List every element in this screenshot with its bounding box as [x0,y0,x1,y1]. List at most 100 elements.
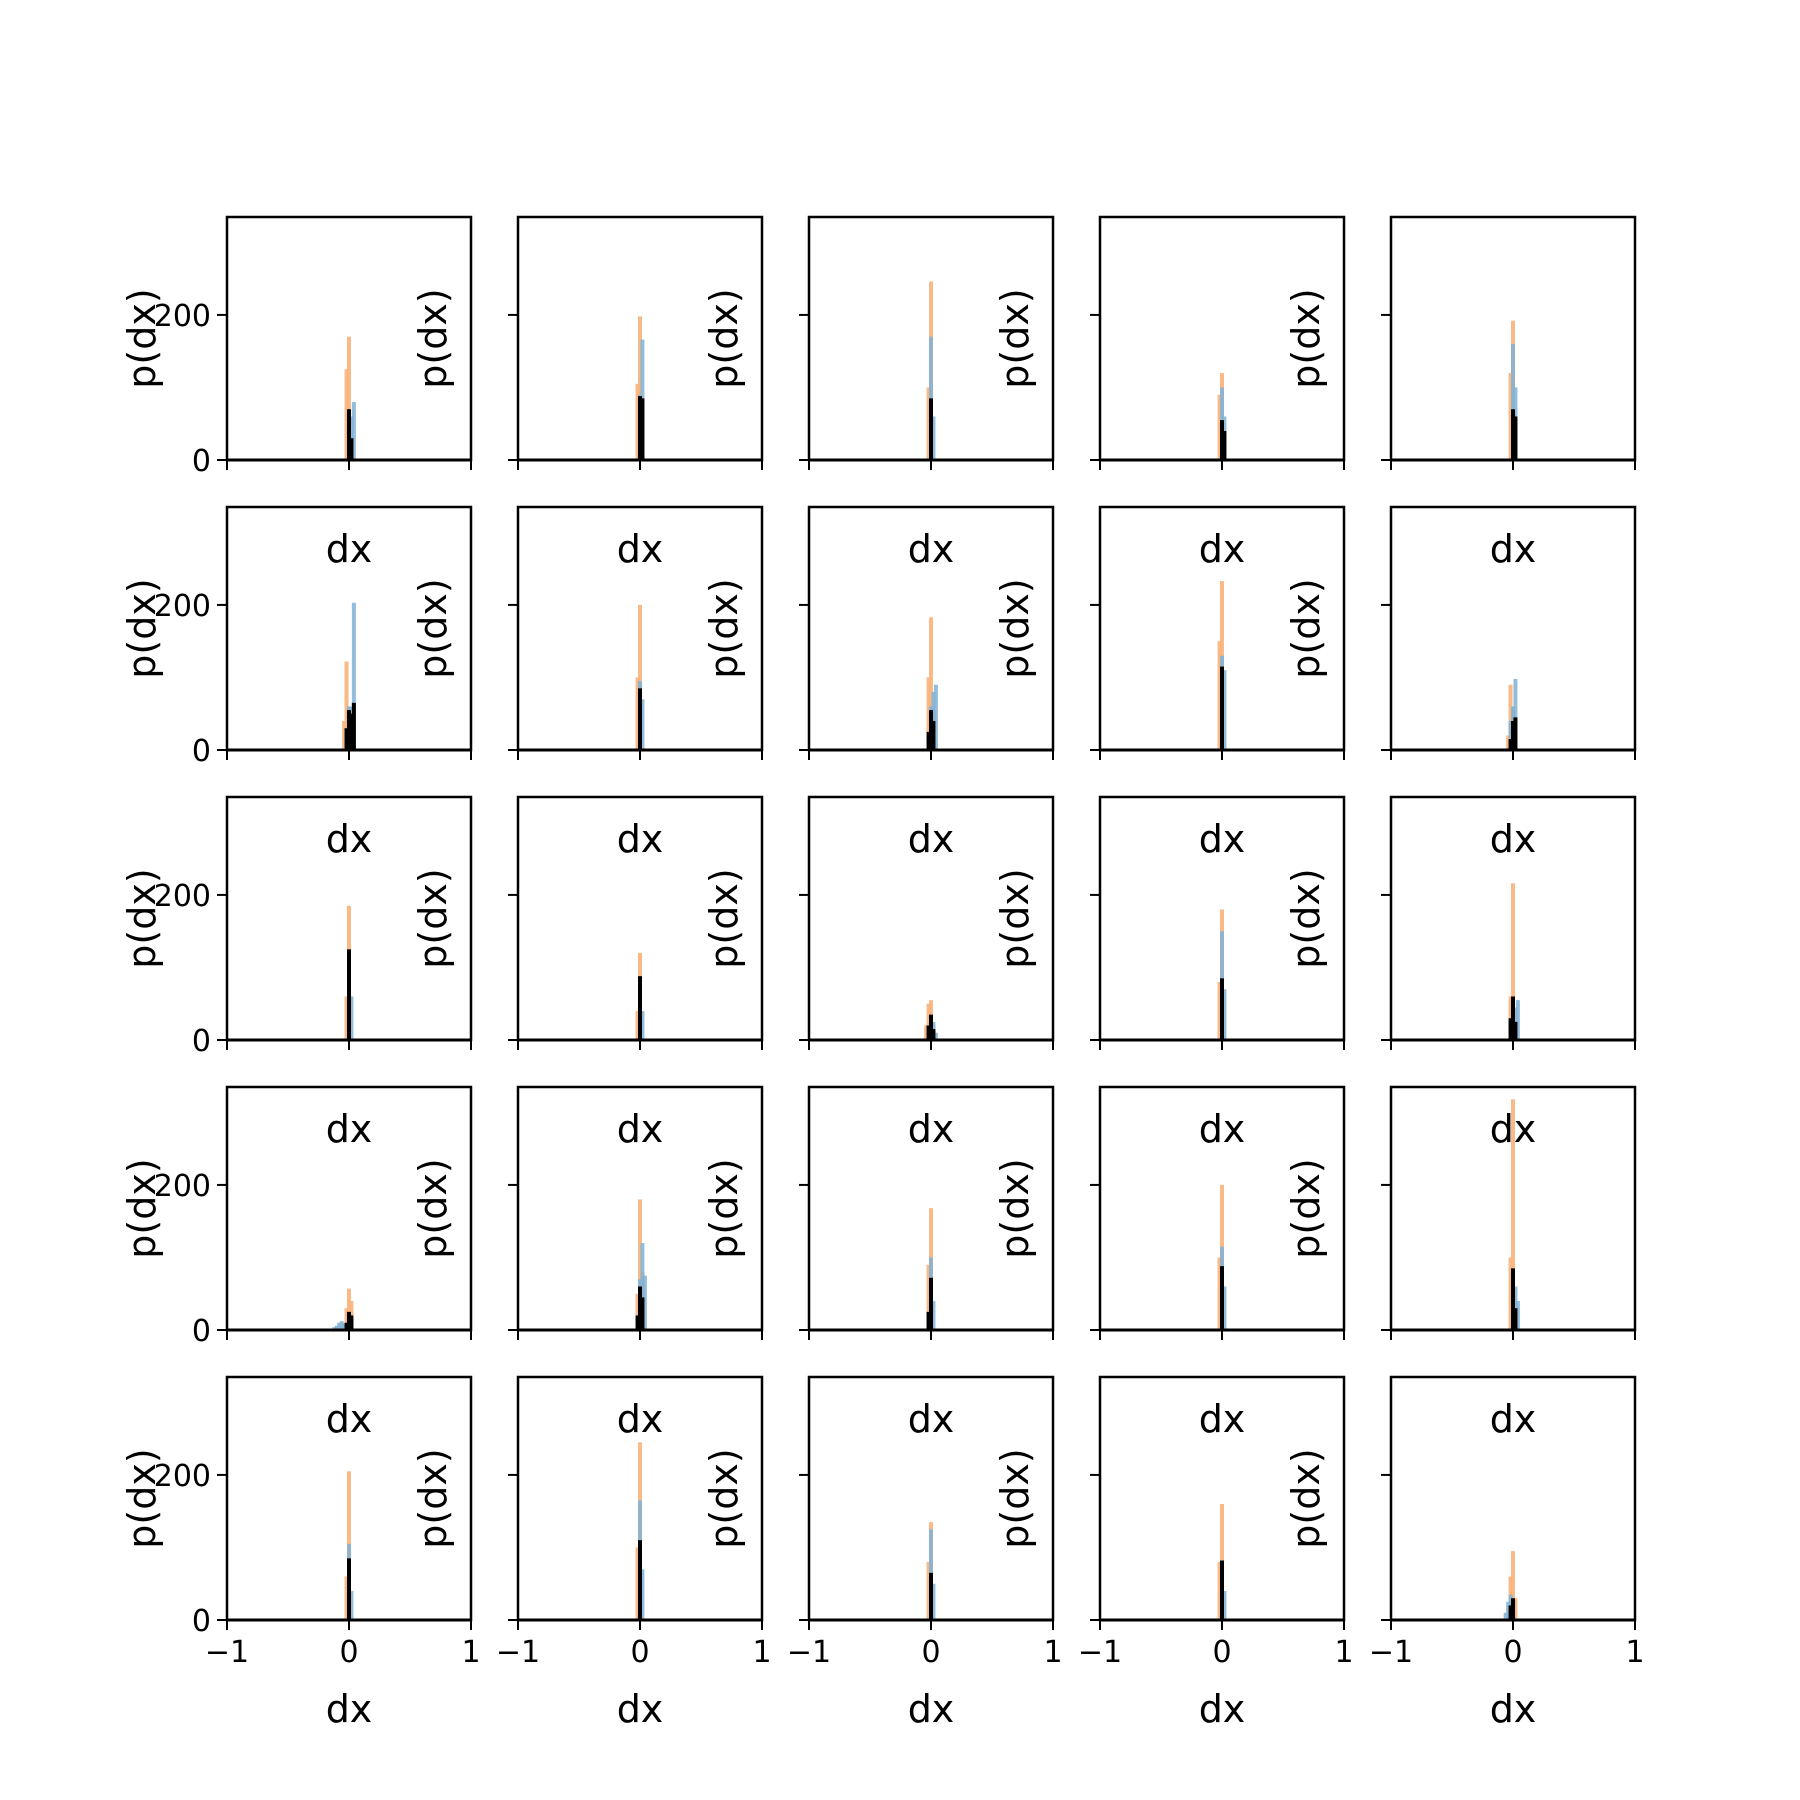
histogram-bar [349,1315,354,1330]
y-axis-label: p(dx) [993,288,1037,388]
x-axis-label: dx [1490,1397,1537,1441]
y-axis-label: p(dx) [120,1448,164,1548]
histogram-bar [1220,1266,1224,1330]
y-axis-label: p(dx) [1284,868,1328,968]
y-tick-label: 200 [154,299,211,334]
y-axis-label: p(dx) [702,868,746,968]
histogram-bar [344,661,349,750]
subplot-2-4: dx p(dx) [993,505,1346,861]
histogram-bar [347,949,351,1040]
histogram-bar [931,1583,936,1620]
x-tick-label: −1 [1369,1635,1413,1670]
y-tick-label: 0 [192,1604,211,1639]
histogram-bar [1515,1300,1520,1330]
subplot-1-5: dx p(dx) [1284,215,1637,571]
histogram-bar [1217,1257,1222,1330]
y-axis-label: p(dx) [120,868,164,968]
subplot-3-3: dx p(dx) [702,795,1055,1151]
subplot-3-4: dx p(dx) [993,795,1346,1151]
x-axis-label: dx [1490,817,1537,861]
histogram-bar [349,438,354,460]
histogram-bar [1220,1560,1224,1620]
histogram-bar [640,1242,645,1330]
histogram-bar [1511,1598,1515,1620]
histogram-bar [1217,641,1222,750]
histogram-bar [924,1025,929,1040]
x-axis-label: dx [617,1397,664,1441]
x-tick-label: 0 [921,1635,940,1670]
x-tick-label: −1 [205,1635,249,1670]
x-axis-label: dx [326,1397,373,1441]
y-axis-label: p(dx) [120,1158,164,1258]
histogram-bar [351,401,356,460]
histogram-bar [933,1032,938,1040]
histogram-bar [926,387,931,460]
y-axis-label: p(dx) [411,288,455,388]
histogram-bar [1511,1268,1515,1330]
histogram-bar [1506,735,1511,750]
histogram-bar [344,369,349,460]
x-tick-label: 1 [461,1635,480,1670]
y-axis-label: p(dx) [411,868,455,968]
histogram-bar [642,1275,647,1330]
histogram-bar [342,720,347,750]
subplot-5-5: −1 0 1 dx p(dx) [1284,1375,1645,1731]
histogram-bar [1217,981,1222,1040]
histogram-bar [1515,1000,1520,1040]
histogram-bar [926,1264,931,1330]
histogram-bar [640,1569,645,1620]
histogram-bar [1513,1598,1518,1620]
subplot-1-1: 0 200 dx p(dx) [120,215,473,571]
y-axis-label: p(dx) [1284,1448,1328,1548]
histogram-bar [638,976,642,1040]
histogram-bar [635,1293,640,1330]
histogram-bar [1222,1590,1227,1620]
histogram-bar [347,710,351,750]
histogram-bar [1511,883,1515,1040]
histogram-bar [1508,1605,1513,1620]
histogram-bar [931,1029,936,1040]
histogram-bar [1508,996,1513,1040]
x-axis-label: dx [908,817,955,861]
x-axis-label: dx [617,817,664,861]
histogram-bar [1511,720,1515,750]
x-tick-label: −1 [496,1635,540,1670]
y-axis-label: p(dx) [1284,578,1328,678]
x-axis-label: dx [1199,1397,1246,1441]
x-axis-label: dx [908,1687,955,1731]
histogram-bar [1508,684,1513,750]
histogram-bar [635,383,640,460]
histogram-bar [926,1311,931,1330]
histogram-bar [1511,996,1515,1040]
histogram-bar [1508,372,1513,460]
histogram-bar [926,1561,931,1620]
x-tick-label: 0 [630,1635,649,1670]
x-axis-label: dx [617,527,664,571]
histogram-bar [347,1311,351,1330]
histogram-bar [337,1322,342,1330]
subplot-4-2: dx p(dx) [411,1085,764,1441]
subplot-1-2: dx p(dx) [411,215,764,571]
y-axis-label: p(dx) [1284,288,1328,388]
x-tick-label: −1 [787,1635,831,1670]
histogram-bar [339,1321,344,1330]
histogram-bar [1513,1021,1518,1040]
subplot-4-3: dx p(dx) [702,1085,1055,1441]
subplot-2-3: dx p(dx) [702,505,1055,861]
histogram-bar [638,1199,642,1330]
y-axis-label: p(dx) [411,1158,455,1258]
y-axis-label: p(dx) [411,1448,455,1548]
subplot-2-1: 0 200 dx p(dx) [120,505,473,861]
histogram-bar [926,731,931,750]
histogram-bar [344,728,349,750]
histogram-bar [1503,1612,1508,1620]
histogram-bar [344,1308,349,1330]
x-tick-label: 0 [1503,1635,1522,1670]
histogram-bar [926,677,931,750]
histogram-bar [638,1286,642,1330]
x-axis-label: dx [1490,1687,1537,1731]
histogram-bar [1222,670,1227,750]
subplot-5-3: −1 0 1 dx p(dx) [702,1375,1063,1731]
subplot-4-5: dx p(dx) [1284,1085,1637,1441]
